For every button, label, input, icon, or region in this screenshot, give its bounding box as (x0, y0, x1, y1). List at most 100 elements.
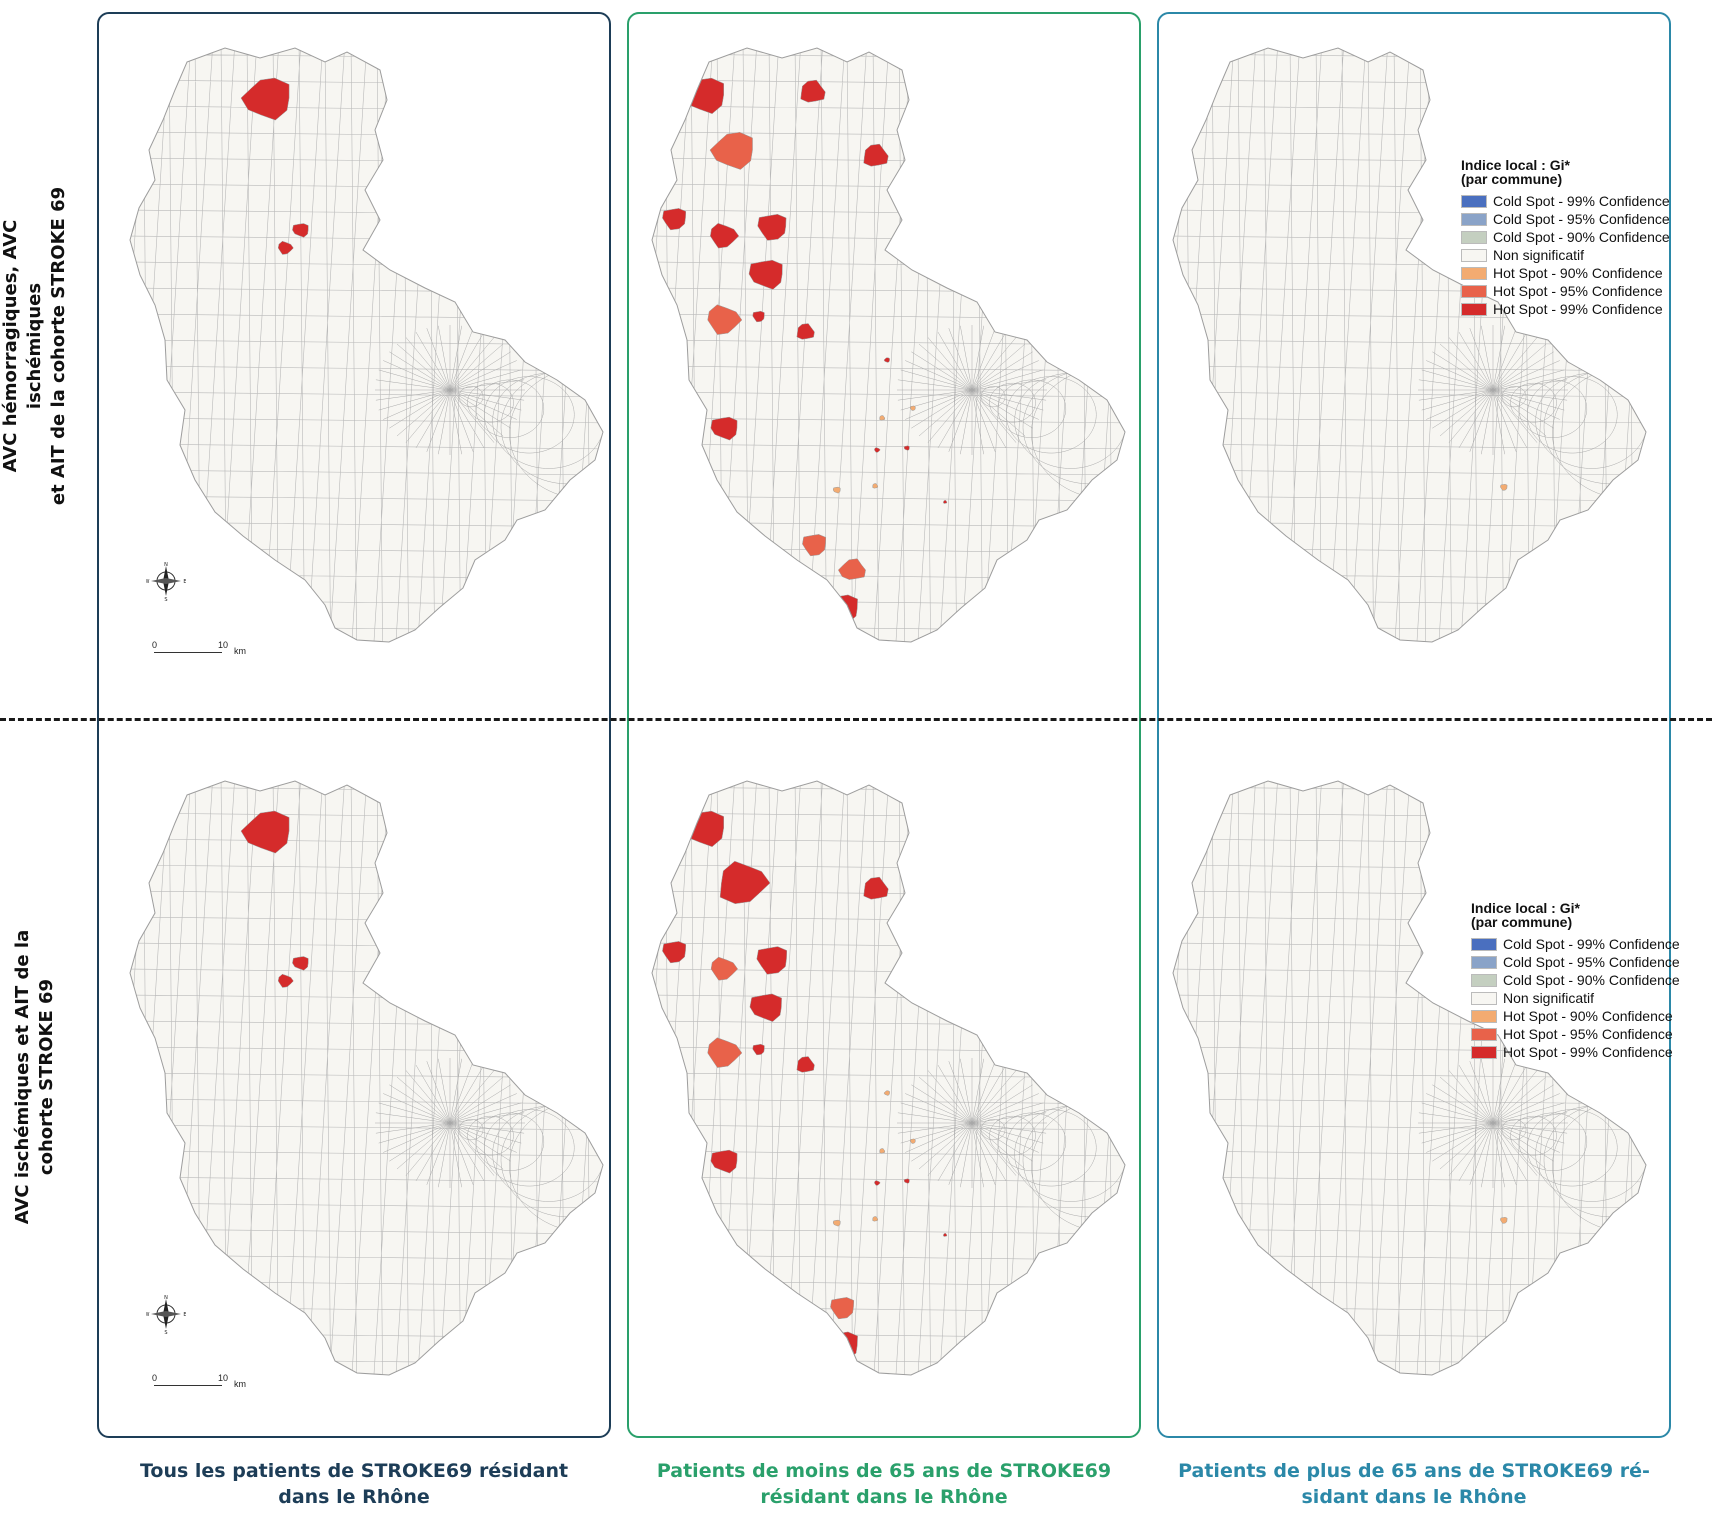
hotspot-commune (1500, 1217, 1508, 1224)
department-outline (651, 780, 1126, 1376)
legend-swatch (1461, 212, 1487, 226)
map-row2-over-65 (1168, 773, 1658, 1423)
map-row1-all-patients (125, 40, 615, 690)
legend-label: Cold Spot - 90% Confidence (1493, 229, 1670, 245)
panel-all-patients (97, 12, 611, 1438)
legend-subtitle: (par commune) (1461, 171, 1563, 187)
svg-text:N: N (164, 562, 168, 568)
row-divider (0, 718, 1712, 721)
hotspot-commune (796, 323, 815, 340)
legend-title: Indice local : Gi* (1471, 900, 1580, 916)
map-row2-under-65 (647, 773, 1137, 1423)
hotspot-commune (910, 405, 916, 411)
svg-text:S: S (164, 1330, 167, 1334)
legend-subtitle: (par commune) (1471, 914, 1573, 930)
map-row1-under-65 (647, 40, 1137, 690)
legend-label: Non significatif (1493, 247, 1585, 263)
department-area (652, 781, 1125, 1375)
hotspot-commune (832, 1219, 841, 1227)
hotspot-commune (872, 483, 879, 489)
legend-item: Hot Spot - 95% Confidence (1461, 282, 1670, 300)
hotspot-commune (832, 486, 841, 494)
legend-item: Cold Spot - 95% Confidence (1461, 210, 1670, 228)
legend-label: Non significatif (1503, 990, 1595, 1006)
hotspot-commune (883, 1090, 890, 1096)
hotspot-commune (883, 357, 890, 363)
department-outline (1172, 780, 1647, 1376)
hotspot-commune (752, 1043, 765, 1056)
legend-swatch (1461, 302, 1487, 316)
legend-swatch (1471, 1045, 1497, 1059)
map-row2-all-patients (125, 773, 615, 1423)
legend-label: Hot Spot - 95% Confidence (1503, 1026, 1673, 1042)
legend-item: Hot Spot - 99% Confidence (1461, 300, 1670, 318)
department-area (130, 48, 603, 642)
legend-swatch (1471, 937, 1497, 951)
hotspot-commune (830, 1297, 855, 1320)
hotspot-commune (682, 810, 724, 847)
svg-text:S: S (164, 597, 167, 601)
legend-label: Hot Spot - 95% Confidence (1493, 283, 1663, 299)
column-label-all-patients: Tous les patients de STROKE69 résidant d… (139, 1460, 569, 1508)
legend-item: Cold Spot - 99% Confidence (1461, 192, 1670, 210)
legend-label: Hot Spot - 99% Confidence (1503, 1044, 1673, 1060)
hotspot-commune (796, 1056, 815, 1073)
svg-text:W: W (146, 1312, 150, 1318)
legend-item: Hot Spot - 90% Confidence (1471, 1007, 1680, 1025)
hotspot-commune (1500, 484, 1508, 491)
hotspot-commune (719, 860, 771, 904)
department-outline (129, 47, 604, 643)
svg-text:E: E (183, 1312, 186, 1318)
legend-label: Cold Spot - 95% Confidence (1503, 954, 1680, 970)
department-outline (129, 780, 604, 1376)
legend-swatch (1471, 1027, 1497, 1041)
legend-label: Cold Spot - 95% Confidence (1493, 211, 1670, 227)
legend-label: Hot Spot - 99% Confidence (1493, 301, 1663, 317)
hotspot-commune (710, 1149, 738, 1174)
department-outline (651, 47, 1126, 643)
legend-label: Hot Spot - 90% Confidence (1493, 265, 1663, 281)
hotspot-commune (662, 941, 687, 964)
hotspot-commune (879, 1148, 886, 1154)
legend-item: Cold Spot - 95% Confidence (1471, 953, 1680, 971)
hotspot-commune (903, 1178, 910, 1184)
hotspot-commune (710, 956, 739, 981)
hotspot-commune (757, 214, 787, 241)
legend-item: Cold Spot - 90% Confidence (1461, 228, 1670, 246)
legend-swatch (1461, 248, 1487, 262)
hotspot-commune (837, 558, 866, 580)
hotspot-commune (943, 500, 948, 504)
hotspot-commune (748, 259, 783, 290)
hotspot-commune (863, 143, 889, 167)
hotspot-commune (709, 132, 753, 170)
hotspot-commune (710, 416, 738, 441)
legend-swatch (1461, 284, 1487, 298)
hotspot-commune (749, 993, 782, 1022)
legend-item: Hot Spot - 90% Confidence (1461, 264, 1670, 282)
row-label-ischemic-ait: AVC ischémiques et AIT de la cohorte STR… (12, 929, 57, 1225)
compass-rose-icon: N S E W (146, 1295, 186, 1334)
hotspot-commune (277, 973, 294, 988)
hotspot-commune (802, 534, 827, 557)
row-label-all-strokes: AVC hémorragiques, AVC ischémiques et AI… (0, 186, 69, 506)
legend-item: Non significatif (1471, 989, 1680, 1007)
column-label-under-65: Patients de moins de 65 ans de STROKE69 … (656, 1460, 1112, 1508)
lyon-metropole-boundaries (1418, 325, 1646, 500)
legend-label: Cold Spot - 99% Confidence (1503, 936, 1680, 952)
hotspot-commune (943, 1233, 948, 1237)
department-area (1173, 781, 1646, 1375)
department-outline (1172, 47, 1647, 643)
legend-item: Cold Spot - 90% Confidence (1471, 971, 1680, 989)
map-legend: Indice local : Gi* (par commune) Cold Sp… (1461, 158, 1670, 318)
legend-label: Cold Spot - 90% Confidence (1503, 972, 1680, 988)
legend-item: Non significatif (1461, 246, 1670, 264)
svg-text:N: N (164, 1295, 168, 1301)
hotspot-commune (903, 445, 910, 451)
legend-item: Hot Spot - 99% Confidence (1471, 1043, 1680, 1061)
legend-swatch (1471, 973, 1497, 987)
hotspot-commune (707, 304, 743, 335)
legend-swatch (1461, 230, 1487, 244)
hotspot-commune (682, 77, 724, 114)
panel-over-65 (1157, 12, 1671, 1438)
hotspot-commune (825, 1331, 858, 1362)
